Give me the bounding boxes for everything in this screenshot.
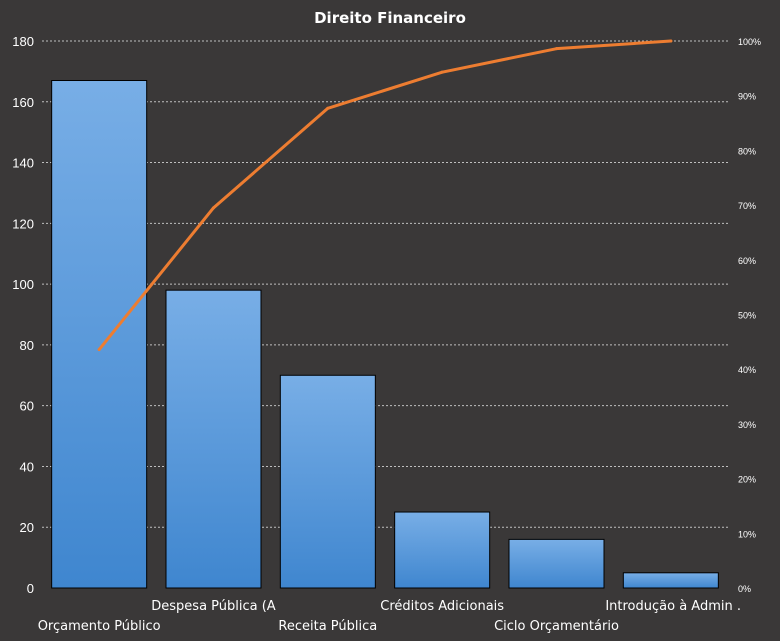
y2-tick-label-6: 60% [738,256,756,266]
y-tick-label-4: 80 [20,338,34,353]
category-label-1: Despesa Pública (A [151,599,276,614]
y2-tick-label-10: 100% [738,37,761,47]
y2-tick-label-7: 70% [738,201,756,211]
y-tick-label-9: 180 [12,34,34,49]
cumulative-point-0 [97,348,101,352]
y2-tick-label-8: 80% [738,146,756,156]
bar-1 [165,289,262,589]
y2-tick-label-0: 0% [738,584,751,594]
y2-axis-ticks: 0% 10% 20% 30% 40% 50% 60% 70% 80% 90% 100% [738,37,761,594]
bar-2 [279,374,376,589]
cumulative-line [97,39,673,352]
y2-tick-label-5: 50% [738,311,756,321]
bar-4 [508,538,605,589]
category-label-0: Orçamento Público [38,619,161,634]
y2-tick-label-4: 40% [738,365,756,375]
chart-title: Direito Financeiro [314,9,466,27]
cumulative-percent-line [97,39,673,352]
bar-3 [394,511,491,589]
category-labels: Orçamento Público Despesa Pública (ARecei… [38,599,741,634]
y-tick-label-7: 140 [12,156,34,171]
category-label-3: Créditos Adicionais [380,599,504,614]
category-label-5: Introdução à Admin . [605,599,741,614]
bars [51,80,719,589]
cumulative-point-5 [669,39,673,43]
category-label-4: Ciclo Orçamentário [494,619,619,634]
bar-0 [51,80,148,589]
y-tick-label-2: 40 [20,459,34,474]
y-tick-label-0: 0 [27,581,34,596]
y2-tick-label-2: 20% [738,475,756,485]
y-axis-ticks: 0 20 40 60 80 100 120 140 160 180 [12,34,34,596]
cumulative-point-2 [326,106,330,110]
y-tick-label-3: 60 [20,399,34,414]
cumulative-point-1 [212,206,215,210]
category-label-2: Receita Pública [278,619,377,634]
y-tick-label-6: 120 [12,216,34,231]
y-tick-label-1: 20 [20,520,34,535]
y2-tick-label-9: 90% [738,92,756,102]
cumulative-point-3 [440,70,444,74]
y2-tick-label-1: 10% [738,529,756,539]
y-tick-label-5: 100 [12,277,34,292]
bar-5 [622,572,719,589]
cumulative-point-4 [555,47,558,51]
y-tick-label-8: 160 [12,95,34,110]
y2-tick-label-3: 30% [738,420,756,430]
